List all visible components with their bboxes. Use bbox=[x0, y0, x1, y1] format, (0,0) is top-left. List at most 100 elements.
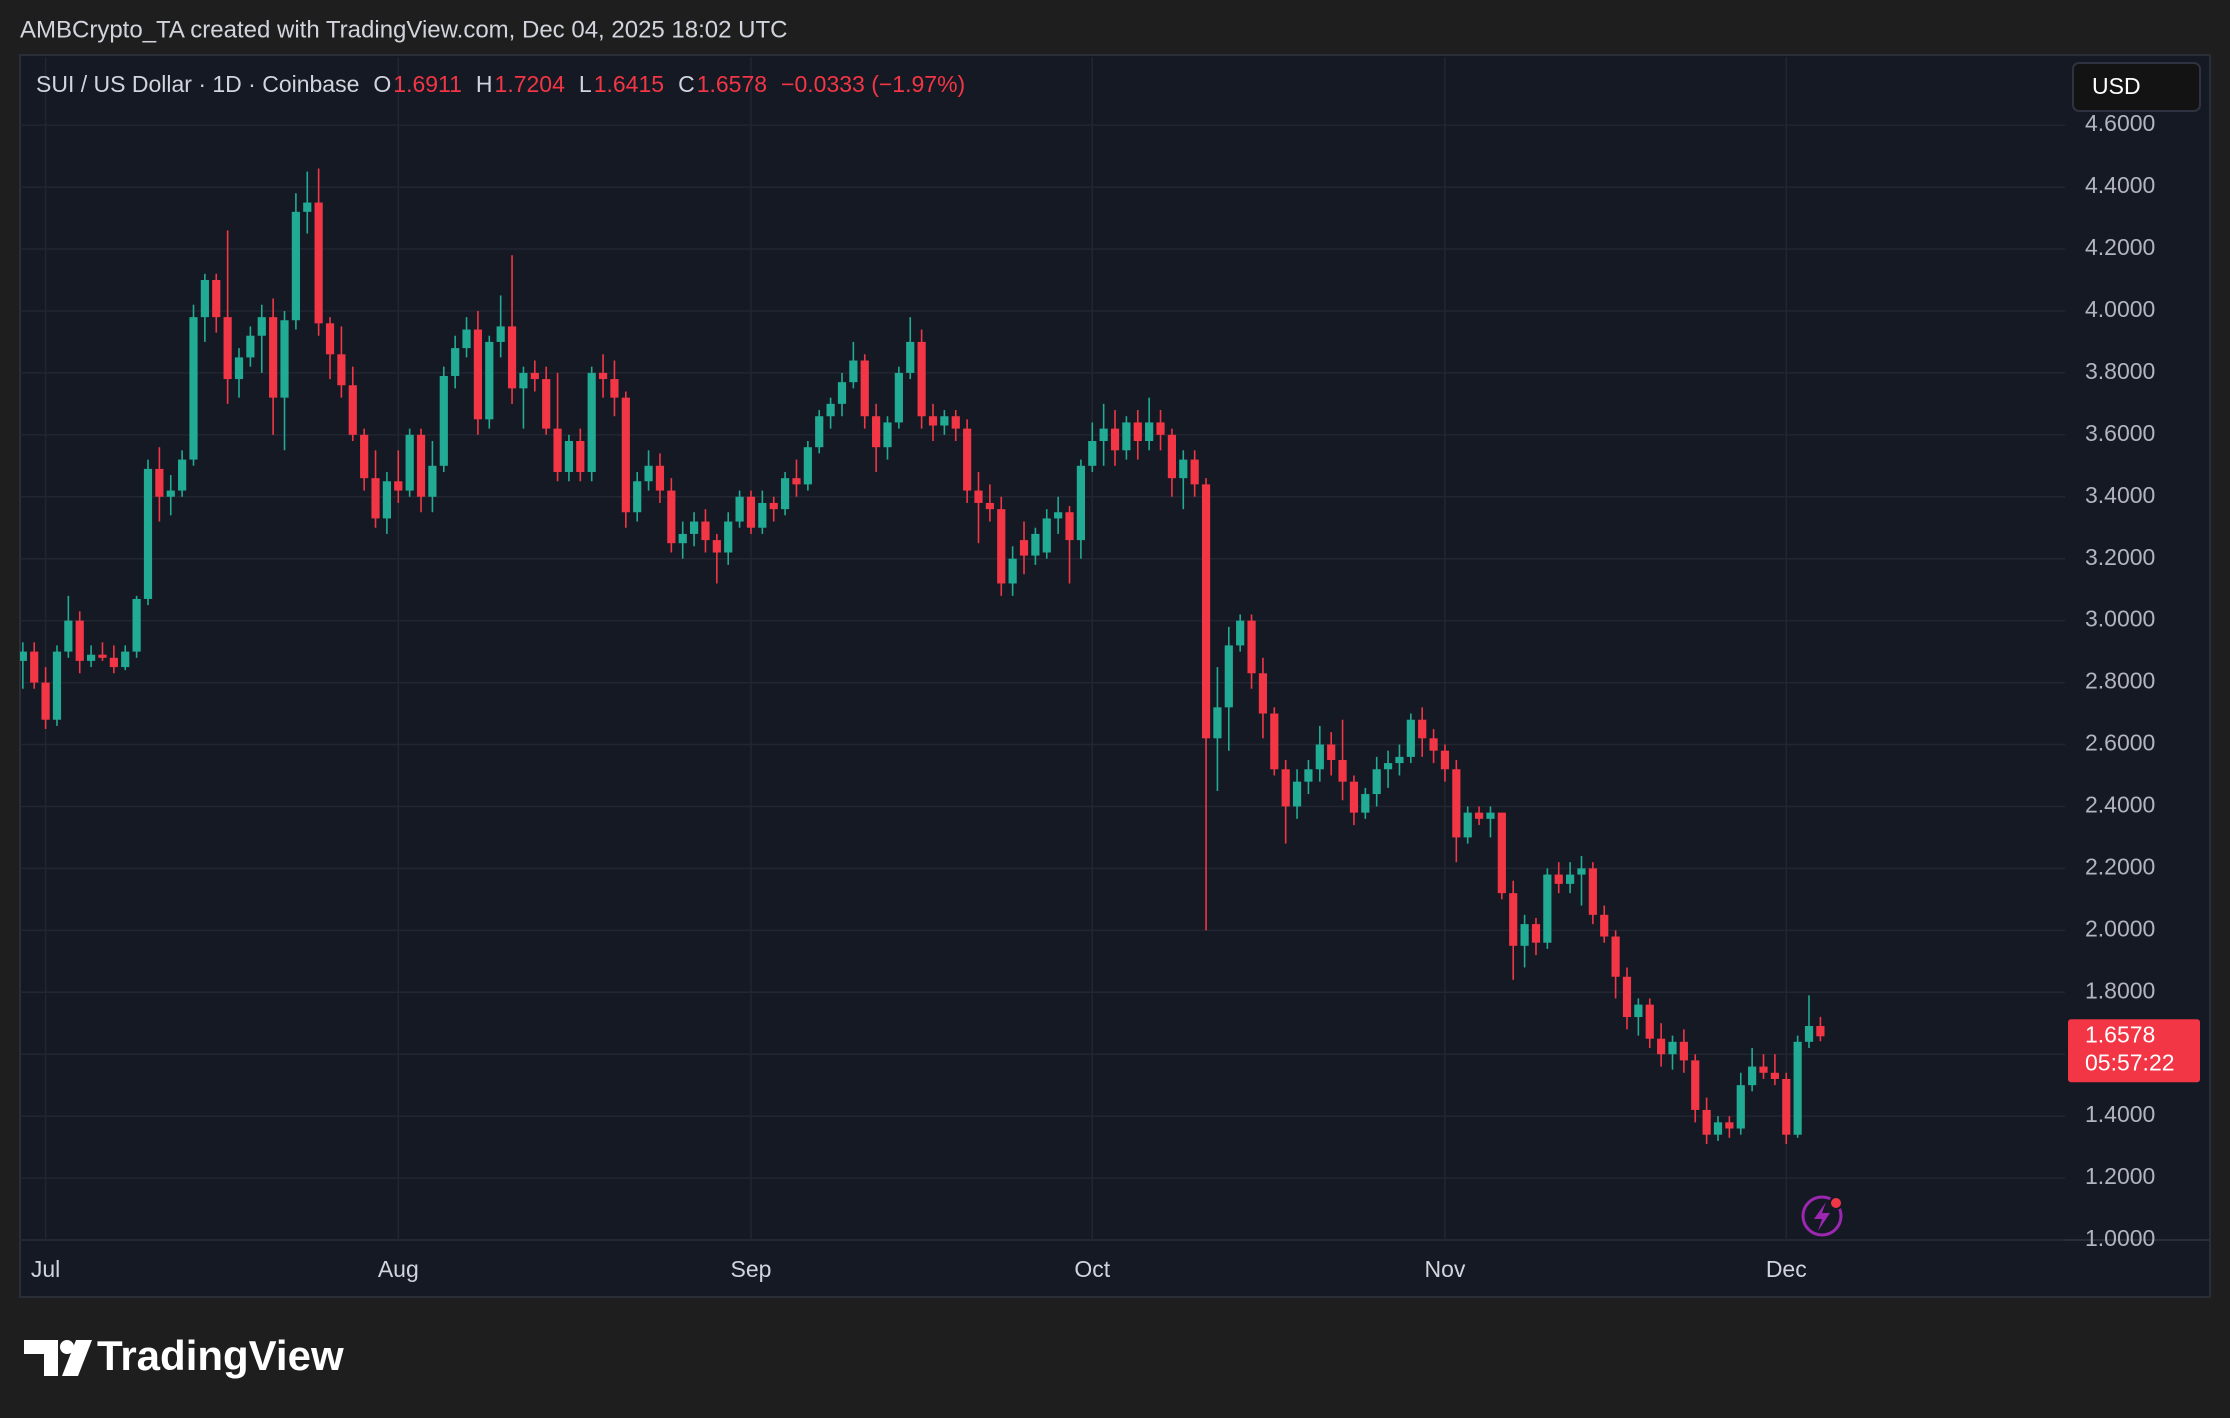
y-tick-label: 1.8000 bbox=[2085, 977, 2155, 1003]
candle-body bbox=[974, 490, 983, 503]
candle-body bbox=[1054, 512, 1063, 519]
logo-dot bbox=[60, 1340, 74, 1354]
candle-body bbox=[223, 317, 232, 380]
candle-body bbox=[416, 434, 426, 497]
candle-body bbox=[1372, 769, 1381, 795]
candle-body bbox=[530, 372, 539, 380]
candle-body bbox=[507, 326, 517, 389]
candle-body bbox=[20, 651, 27, 661]
y-tick-label: 3.8000 bbox=[2085, 358, 2155, 384]
candle-body bbox=[985, 502, 994, 510]
chart-frame bbox=[19, 54, 2211, 1298]
candle-body bbox=[234, 357, 244, 380]
ohlc-label: L bbox=[579, 71, 592, 97]
price-tag-value: 1.6578 bbox=[2085, 1021, 2155, 1047]
y-tick-label: 1.0000 bbox=[2085, 1225, 2155, 1251]
candle-body bbox=[1452, 769, 1461, 838]
candle-body bbox=[1793, 1041, 1802, 1135]
candle-body bbox=[519, 372, 528, 389]
alert-icon[interactable] bbox=[1801, 1195, 1843, 1237]
alert-bolt[interactable] bbox=[1814, 1202, 1830, 1231]
candle-body bbox=[1247, 620, 1256, 674]
price-tag bbox=[2068, 1019, 2200, 1083]
candle-body bbox=[371, 478, 380, 519]
candle-body bbox=[1190, 459, 1199, 485]
candle-body bbox=[1008, 558, 1017, 584]
candle-body bbox=[1634, 1004, 1643, 1018]
candle-body bbox=[1713, 1122, 1723, 1135]
candle-body bbox=[598, 372, 608, 380]
candle-body bbox=[496, 326, 505, 342]
candle-body bbox=[781, 478, 790, 510]
candle-body bbox=[1406, 719, 1415, 757]
attribution: AMBCrypto_TA created with TradingView.co… bbox=[20, 16, 787, 43]
candle-body bbox=[906, 341, 915, 373]
candle-body bbox=[917, 341, 926, 417]
x-tick-label: Nov bbox=[1425, 1256, 1466, 1282]
y-tick-label: 2.6000 bbox=[2085, 730, 2155, 756]
candle-body bbox=[1429, 738, 1438, 751]
candle-body bbox=[1156, 422, 1165, 435]
candle-body bbox=[1611, 936, 1620, 977]
candle-body bbox=[667, 490, 676, 544]
y-tick-label: 1.4000 bbox=[2085, 1101, 2155, 1127]
candle-body bbox=[405, 434, 414, 491]
candle-body bbox=[485, 341, 494, 420]
candle-body bbox=[1395, 756, 1404, 764]
candle-body bbox=[473, 329, 483, 420]
candle-body bbox=[758, 502, 767, 528]
candle-body bbox=[1691, 1060, 1700, 1110]
candle-body bbox=[200, 279, 209, 318]
ohlc-label: H bbox=[476, 71, 493, 97]
axes: 1.00001.20001.40001.60001.80002.00002.20… bbox=[31, 110, 2200, 1282]
candle-body bbox=[257, 317, 266, 336]
price-tag-countdown: 05:57:22 bbox=[2085, 1049, 2175, 1075]
candle-body bbox=[678, 533, 687, 544]
x-tick-label: Aug bbox=[378, 1256, 419, 1282]
candle-body bbox=[189, 317, 198, 460]
candle-body bbox=[826, 403, 835, 417]
candle-body bbox=[143, 468, 153, 599]
currency-button[interactable] bbox=[2072, 62, 2201, 112]
logo-v bbox=[62, 1340, 92, 1376]
candle-body bbox=[951, 416, 960, 429]
candle-body bbox=[314, 202, 323, 324]
candle-body bbox=[1543, 874, 1552, 943]
candle-body bbox=[1167, 434, 1177, 479]
candle-body bbox=[872, 416, 881, 448]
candle-body bbox=[610, 379, 619, 398]
candle-body bbox=[1133, 422, 1142, 442]
y-tick-label: 2.0000 bbox=[2085, 915, 2155, 941]
alert-dot[interactable] bbox=[1829, 1196, 1843, 1210]
candle-body bbox=[64, 620, 73, 652]
candle-body bbox=[735, 496, 744, 522]
candle-body bbox=[815, 416, 824, 448]
candle-body bbox=[644, 465, 653, 482]
legend-title: SUI / US Dollar · 1D · Coinbase bbox=[36, 71, 359, 97]
candle-body bbox=[1327, 744, 1336, 760]
candle-body bbox=[1759, 1066, 1768, 1073]
candle-body bbox=[1748, 1066, 1757, 1086]
ohlc-label: O bbox=[373, 71, 391, 97]
y-tick-label: 3.6000 bbox=[2085, 420, 2155, 446]
candle-body bbox=[1213, 707, 1222, 739]
alert-ring[interactable] bbox=[1801, 1195, 1843, 1237]
x-tick-label: Oct bbox=[1074, 1256, 1110, 1282]
candle-body bbox=[1725, 1122, 1734, 1129]
y-tick-label: 2.4000 bbox=[2085, 792, 2155, 818]
currency-label[interactable]: USD bbox=[2092, 73, 2141, 99]
y-tick-label: 4.0000 bbox=[2085, 296, 2155, 322]
candle-body bbox=[1349, 781, 1359, 813]
candle-body bbox=[1509, 893, 1518, 946]
candle-body bbox=[689, 521, 699, 534]
candle-body bbox=[1804, 1025, 1814, 1042]
candle-body bbox=[348, 385, 357, 435]
candle-body bbox=[1657, 1038, 1666, 1055]
candle-body bbox=[1099, 428, 1108, 442]
candle-body bbox=[1110, 428, 1120, 451]
ohlc-value: 1.7204 bbox=[495, 71, 566, 97]
candle-body bbox=[1497, 812, 1506, 894]
candle-body bbox=[1122, 422, 1131, 451]
candle-body bbox=[1440, 750, 1450, 770]
candle-body bbox=[166, 490, 175, 497]
